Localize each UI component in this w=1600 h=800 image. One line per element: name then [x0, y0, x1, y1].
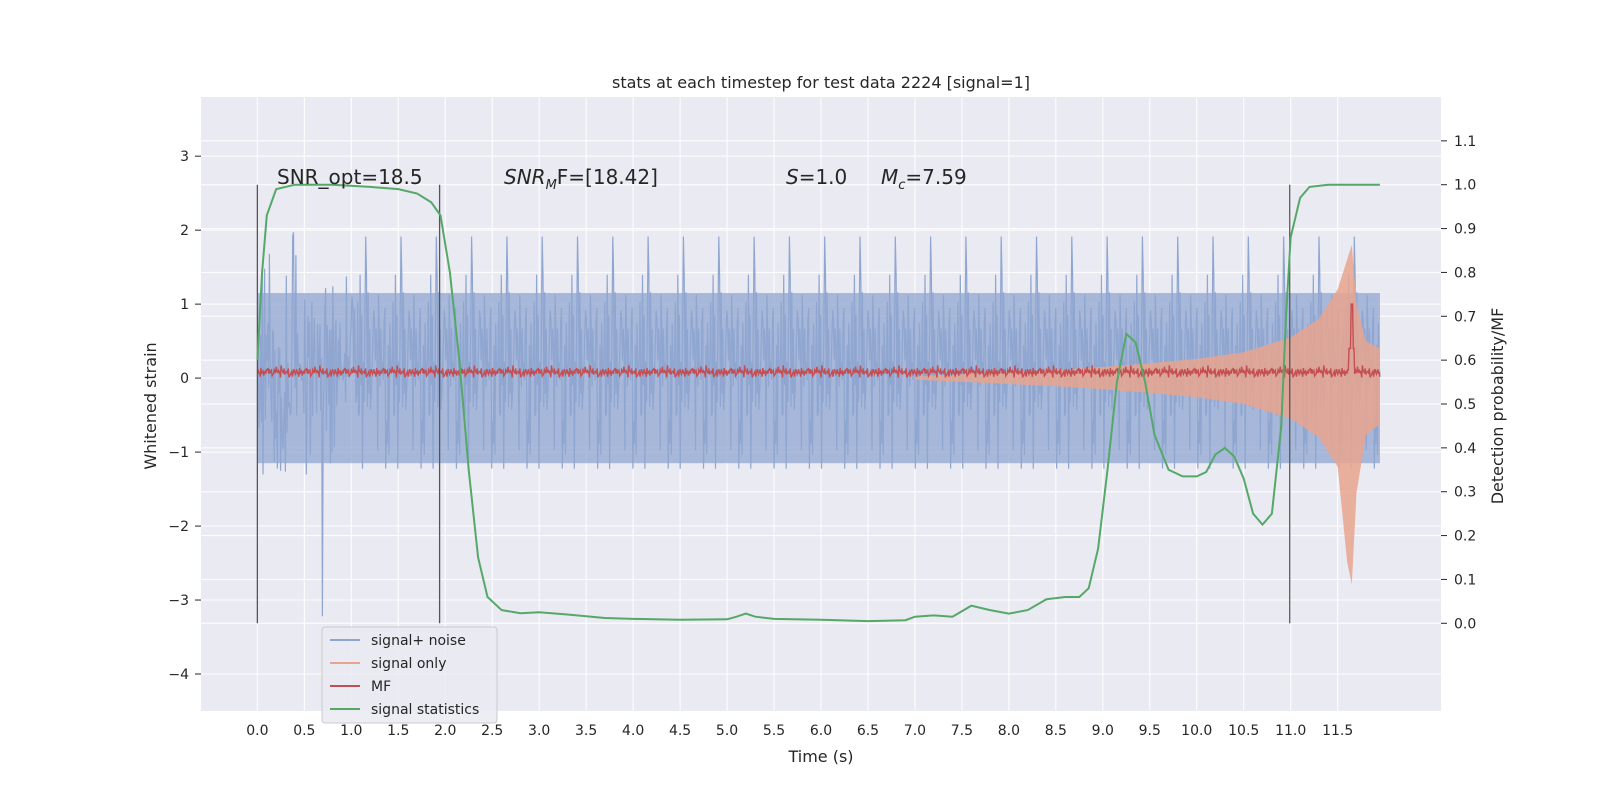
annotation-mc-value: =7.59 — [905, 165, 966, 189]
annotation-snr-mf-name: SNR — [504, 165, 546, 189]
legend-box — [321, 626, 498, 724]
annotation-snr-mf-rest: F=[18.42] — [557, 165, 658, 189]
x-tick-label: 8.0 — [998, 723, 1020, 739]
x-tick-label: 5.5 — [763, 723, 785, 739]
x-tick-label: 7.5 — [951, 723, 973, 739]
x-tick-label: 10.5 — [1228, 723, 1259, 739]
series-mf — [256, 303, 1381, 379]
signal-statistics-line — [256, 183, 1380, 623]
y-tick-label: −1 — [168, 445, 189, 461]
y-right-tick-label: 0.2 — [1454, 529, 1476, 545]
y-right-tick-label: 0.7 — [1454, 309, 1476, 325]
y-tick-label: −2 — [168, 519, 189, 535]
y-right-tick-label: 0.3 — [1454, 485, 1476, 501]
annotation-snr-mf: SNRMF=[18.42] — [504, 165, 658, 193]
x-tick-label: 11.5 — [1322, 723, 1353, 739]
y-axis-label: Whitened strain — [141, 342, 160, 469]
mf-line — [256, 303, 1381, 379]
y-right-tick-label: 0.8 — [1454, 265, 1476, 281]
x-tick-label: 9.5 — [1139, 723, 1161, 739]
x-axis-label: Time (s) — [787, 747, 853, 766]
axis-ticks: 0.0 0.5 1.0 1.5 2.0 2.5 3.0 3.5 4.0 4.5 5.0 5.5 6.0 6… — [168, 134, 1476, 739]
x-tick-label: 11.0 — [1275, 723, 1306, 739]
y-tick-label: −3 — [168, 593, 189, 609]
y-right-tick-label: 0.4 — [1454, 441, 1476, 457]
annotation-mc-name: M — [881, 165, 898, 189]
x-tick-label: 7.0 — [904, 723, 926, 739]
x-tick-label: 6.0 — [810, 723, 832, 739]
x-tick-label: 2.0 — [434, 723, 456, 739]
y-right-tick-label: 1.1 — [1454, 134, 1476, 150]
y-tick-label: 2 — [180, 223, 189, 239]
x-tick-label: 0.0 — [246, 723, 268, 739]
legend-label-mf: MF — [371, 679, 391, 695]
x-tick-label: 2.5 — [481, 723, 503, 739]
y-right-tick-label: 0.0 — [1454, 616, 1476, 632]
legend-label-signal-statistics: signal statistics — [371, 702, 479, 718]
legend: signal+ noise signal only MF signal stat… — [321, 626, 498, 724]
y-tick-label: 0 — [180, 371, 189, 387]
y-tick-label: 1 — [180, 297, 189, 313]
x-tick-label: 3.0 — [528, 723, 550, 739]
x-tick-label: 1.0 — [340, 723, 362, 739]
y-right-tick-label: 0.9 — [1454, 222, 1476, 238]
y-right-tick-label: 0.5 — [1454, 397, 1476, 413]
annotation-snr-mf-sub: M — [546, 178, 557, 193]
legend-label-signal-only: signal only — [371, 656, 446, 672]
series-signal-only — [914, 245, 1380, 585]
annotation-s: S=1.0 — [786, 165, 847, 189]
legend-label-signal-noise: signal+ noise — [371, 633, 466, 649]
x-tick-label: 6.5 — [857, 723, 879, 739]
series-signal-statistics — [256, 183, 1380, 623]
y-tick-label: 3 — [180, 149, 189, 165]
annotation-mc: Mc=7.59 — [881, 165, 967, 193]
annotation-s-name: S — [786, 165, 799, 189]
y-axis-right-label: Detection probability/MF — [1488, 308, 1507, 505]
signal-only-envelope — [914, 245, 1380, 585]
y-right-tick-label: 1.0 — [1454, 178, 1476, 194]
x-tick-label: 9.0 — [1092, 723, 1114, 739]
y-tick-label: −4 — [168, 667, 189, 683]
x-tick-label: 4.5 — [669, 723, 691, 739]
y-right-tick-label: 0.1 — [1454, 572, 1476, 588]
annotation-s-value: =1.0 — [799, 165, 848, 189]
x-tick-label: 1.5 — [387, 723, 409, 739]
x-tick-label: 4.0 — [622, 723, 644, 739]
annotation-mc-sub: c — [898, 178, 905, 193]
annotation-snr-opt: SNR_opt=18.5 — [277, 165, 423, 189]
x-tick-label: 0.5 — [293, 723, 315, 739]
x-tick-label: 10.0 — [1181, 723, 1212, 739]
x-tick-label: 3.5 — [575, 723, 597, 739]
y-right-tick-label: 0.6 — [1454, 353, 1476, 369]
x-tick-label: 5.0 — [716, 723, 738, 739]
x-tick-label: 8.5 — [1045, 723, 1067, 739]
chart-title: stats at each timestep for test data 222… — [612, 73, 1030, 92]
